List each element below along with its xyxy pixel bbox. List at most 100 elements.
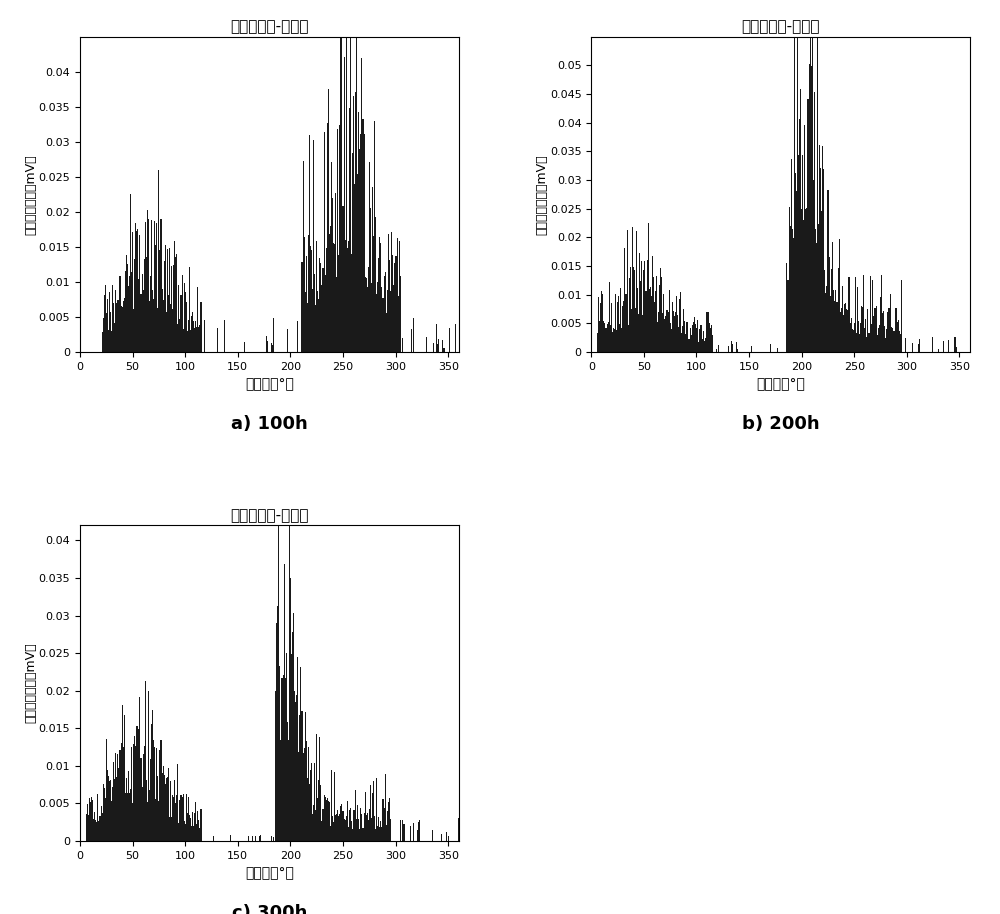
Bar [353,96,354,352]
Bar [285,678,286,841]
Bar [693,322,694,352]
Bar [200,809,202,841]
Bar [119,749,121,841]
Bar [661,277,662,352]
Bar [184,282,185,352]
Bar [375,829,376,841]
Bar [358,112,359,352]
Bar [127,264,128,352]
Bar [386,314,387,352]
Bar [858,321,859,352]
Bar [628,325,629,352]
Bar [886,329,887,352]
Bar [703,331,704,352]
Bar [397,239,398,352]
Bar [352,829,353,841]
Bar [312,289,313,352]
Bar [617,302,618,352]
Bar [602,294,603,352]
Bar [88,815,89,841]
Bar [371,818,372,841]
Bar [663,293,664,352]
Bar [267,341,268,352]
Bar [905,338,906,352]
Bar [108,776,109,841]
Bar [718,345,719,352]
Bar [897,322,898,352]
Bar [117,754,118,841]
Bar [305,712,306,841]
Bar [346,816,347,841]
Bar [701,324,702,352]
Bar [350,808,351,841]
Bar [410,826,411,841]
Bar [737,349,738,352]
Bar [880,296,881,352]
Bar [123,747,124,841]
Bar [888,308,890,352]
Bar [291,654,292,841]
Bar [162,773,163,841]
Bar [95,820,96,841]
Bar [347,248,348,352]
Bar [280,740,281,841]
Bar [833,290,834,352]
Bar [845,303,846,352]
Bar [302,753,304,841]
Bar [675,313,676,352]
Bar [170,303,171,352]
Bar [829,258,830,352]
Bar [370,208,371,352]
Bar [194,813,195,841]
Bar [443,347,445,352]
Bar [166,312,167,352]
Bar [370,785,371,841]
Bar [732,345,733,352]
Bar [605,328,607,352]
Bar [623,302,624,352]
Bar [851,318,852,352]
Bar [702,339,703,352]
Bar [794,36,795,352]
Bar [199,325,200,352]
Bar [91,796,92,841]
Bar [298,752,299,841]
Bar [170,781,171,841]
Bar [600,303,601,352]
Bar [900,334,901,352]
Bar [182,797,183,841]
Bar [193,322,194,352]
Bar [943,341,944,352]
Bar [177,763,178,841]
Bar [124,715,125,841]
Bar [354,810,355,841]
Bar [144,746,145,841]
Title: 最大放电量-相位图: 最大放电量-相位图 [230,19,309,34]
Bar [391,232,392,352]
Bar [380,243,381,352]
Bar [857,287,858,352]
Bar [131,271,132,352]
Bar [335,193,336,352]
Bar [158,801,159,841]
Bar [317,798,318,841]
Bar [365,278,366,352]
Bar [320,785,321,841]
Bar [893,332,894,352]
Bar [612,332,613,352]
Bar [660,269,661,352]
Bar [193,825,194,841]
Bar [182,275,183,352]
Bar [192,313,193,352]
Bar [115,753,116,841]
Bar [618,296,619,352]
Bar [305,292,306,352]
Bar [293,613,294,841]
Bar [142,788,143,841]
Bar [167,777,168,841]
Bar [87,804,88,841]
Bar [151,220,152,352]
Bar [638,314,639,352]
Bar [442,340,443,352]
Bar [932,336,933,352]
